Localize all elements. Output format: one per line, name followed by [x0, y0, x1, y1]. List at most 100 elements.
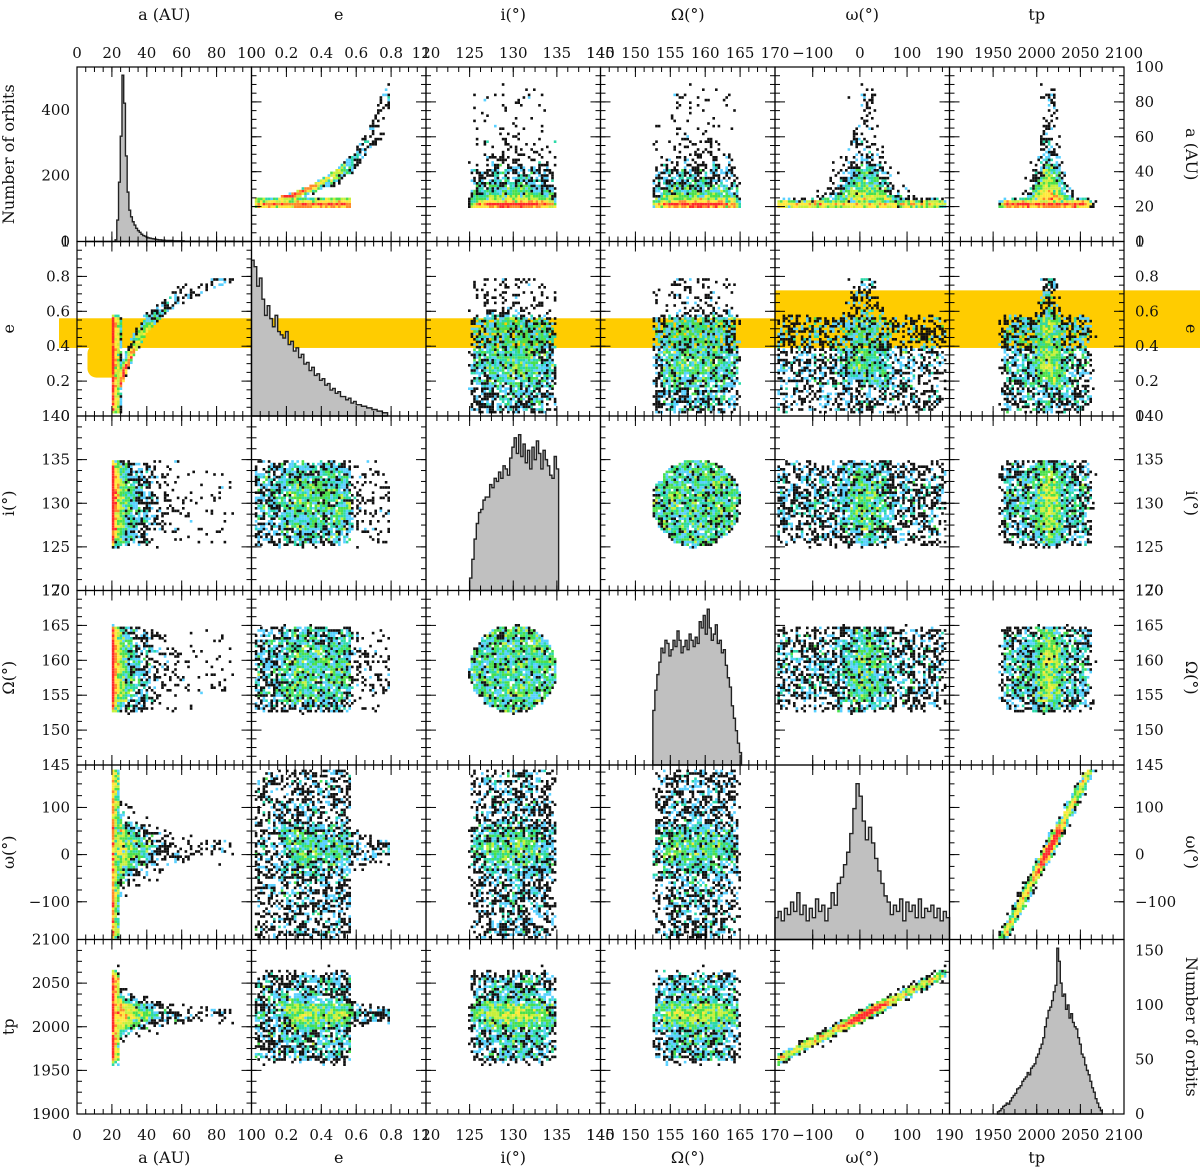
- density-cell: [543, 190, 546, 193]
- density-cell: [705, 140, 708, 143]
- density-cell: [512, 169, 515, 172]
- density-cell: [689, 195, 692, 198]
- density-cell: [684, 166, 687, 169]
- density-cell: [538, 153, 541, 156]
- density-cell: [530, 166, 533, 169]
- density-cell: [359, 161, 362, 164]
- density-cell: [692, 200, 695, 203]
- density-cell: [489, 195, 492, 198]
- density-cell: [543, 200, 546, 203]
- density-cell: [689, 169, 692, 172]
- density-cell: [710, 185, 713, 188]
- density-cell: [699, 198, 702, 201]
- density-cell: [471, 200, 474, 203]
- density-cell: [356, 151, 359, 154]
- density-cell: [694, 200, 697, 203]
- density-cell: [549, 190, 552, 193]
- density-cell: [710, 203, 713, 206]
- density-cell: [533, 185, 536, 188]
- density-cell: [738, 182, 741, 185]
- density-cell: [486, 172, 489, 175]
- density-cell: [702, 182, 705, 185]
- density-cell: [679, 190, 682, 193]
- density-cell: [478, 198, 481, 201]
- density-cell: [260, 203, 263, 206]
- density-cell: [712, 166, 715, 169]
- density-cell: [705, 192, 708, 195]
- density-cell: [387, 96, 390, 99]
- density-cell: [671, 203, 674, 206]
- density-cell: [530, 177, 533, 180]
- density-cell: [335, 172, 338, 175]
- density-cell: [374, 140, 377, 143]
- density-cell: [504, 179, 507, 182]
- density-cell: [515, 172, 518, 175]
- density-cell: [317, 187, 320, 190]
- density-cell: [712, 177, 715, 180]
- density-cell: [343, 172, 346, 175]
- density-cell: [533, 88, 536, 91]
- density-cell: [504, 182, 507, 185]
- density-cell: [536, 200, 539, 203]
- density-cell: [525, 203, 528, 206]
- density-cell: [307, 205, 310, 208]
- density-cell: [536, 187, 539, 190]
- density-cell: [486, 140, 489, 143]
- density-cell: [484, 143, 487, 146]
- density-cell: [515, 177, 518, 180]
- density-cell: [686, 159, 689, 162]
- density-cell: [523, 179, 526, 182]
- density-cell: [380, 96, 383, 99]
- density-cell: [265, 205, 268, 208]
- density-cell: [546, 164, 549, 167]
- panel-frame: [77, 67, 252, 242]
- density-cell: [478, 182, 481, 185]
- density-cell: [525, 179, 528, 182]
- density-cell: [699, 200, 702, 203]
- density-cell: [538, 185, 541, 188]
- density-cell: [530, 192, 533, 195]
- density-cell: [473, 182, 476, 185]
- density-cell: [380, 133, 383, 136]
- density-cell: [341, 205, 344, 208]
- density-cell: [538, 190, 541, 193]
- density-cell: [710, 190, 713, 193]
- density-cell: [653, 203, 656, 206]
- density-cell: [343, 198, 346, 201]
- density-cell: [660, 195, 663, 198]
- density-cell: [660, 177, 663, 180]
- density-cell: [551, 177, 554, 180]
- density-cell: [702, 109, 705, 112]
- density-cell: [551, 198, 554, 201]
- density-cell: [486, 205, 489, 208]
- density-cell: [374, 138, 377, 141]
- density-cell: [299, 198, 302, 201]
- density-cell: [681, 172, 684, 175]
- density-cell: [478, 200, 481, 203]
- density-cell: [486, 164, 489, 167]
- density-cell: [525, 88, 528, 91]
- density-cell: [528, 177, 531, 180]
- density-cell: [720, 200, 723, 203]
- density-cell: [499, 133, 502, 136]
- density-cell: [681, 96, 684, 99]
- density-cell: [702, 205, 705, 208]
- density-cell: [473, 179, 476, 182]
- density-cell: [673, 195, 676, 198]
- density-cell: [502, 200, 505, 203]
- density-cell: [517, 166, 520, 169]
- density-cell: [354, 153, 357, 156]
- density-cell: [684, 187, 687, 190]
- density-cell: [736, 192, 739, 195]
- density-cell: [294, 192, 297, 195]
- density-cell: [541, 174, 544, 177]
- density-cell: [694, 198, 697, 201]
- density-cell: [273, 203, 276, 206]
- density-cell: [723, 200, 726, 203]
- density-cell: [484, 172, 487, 175]
- density-cell: [476, 192, 479, 195]
- density-cell: [343, 169, 346, 172]
- density-cell: [343, 166, 346, 169]
- density-cell: [468, 200, 471, 203]
- density-cell: [879, 185, 882, 188]
